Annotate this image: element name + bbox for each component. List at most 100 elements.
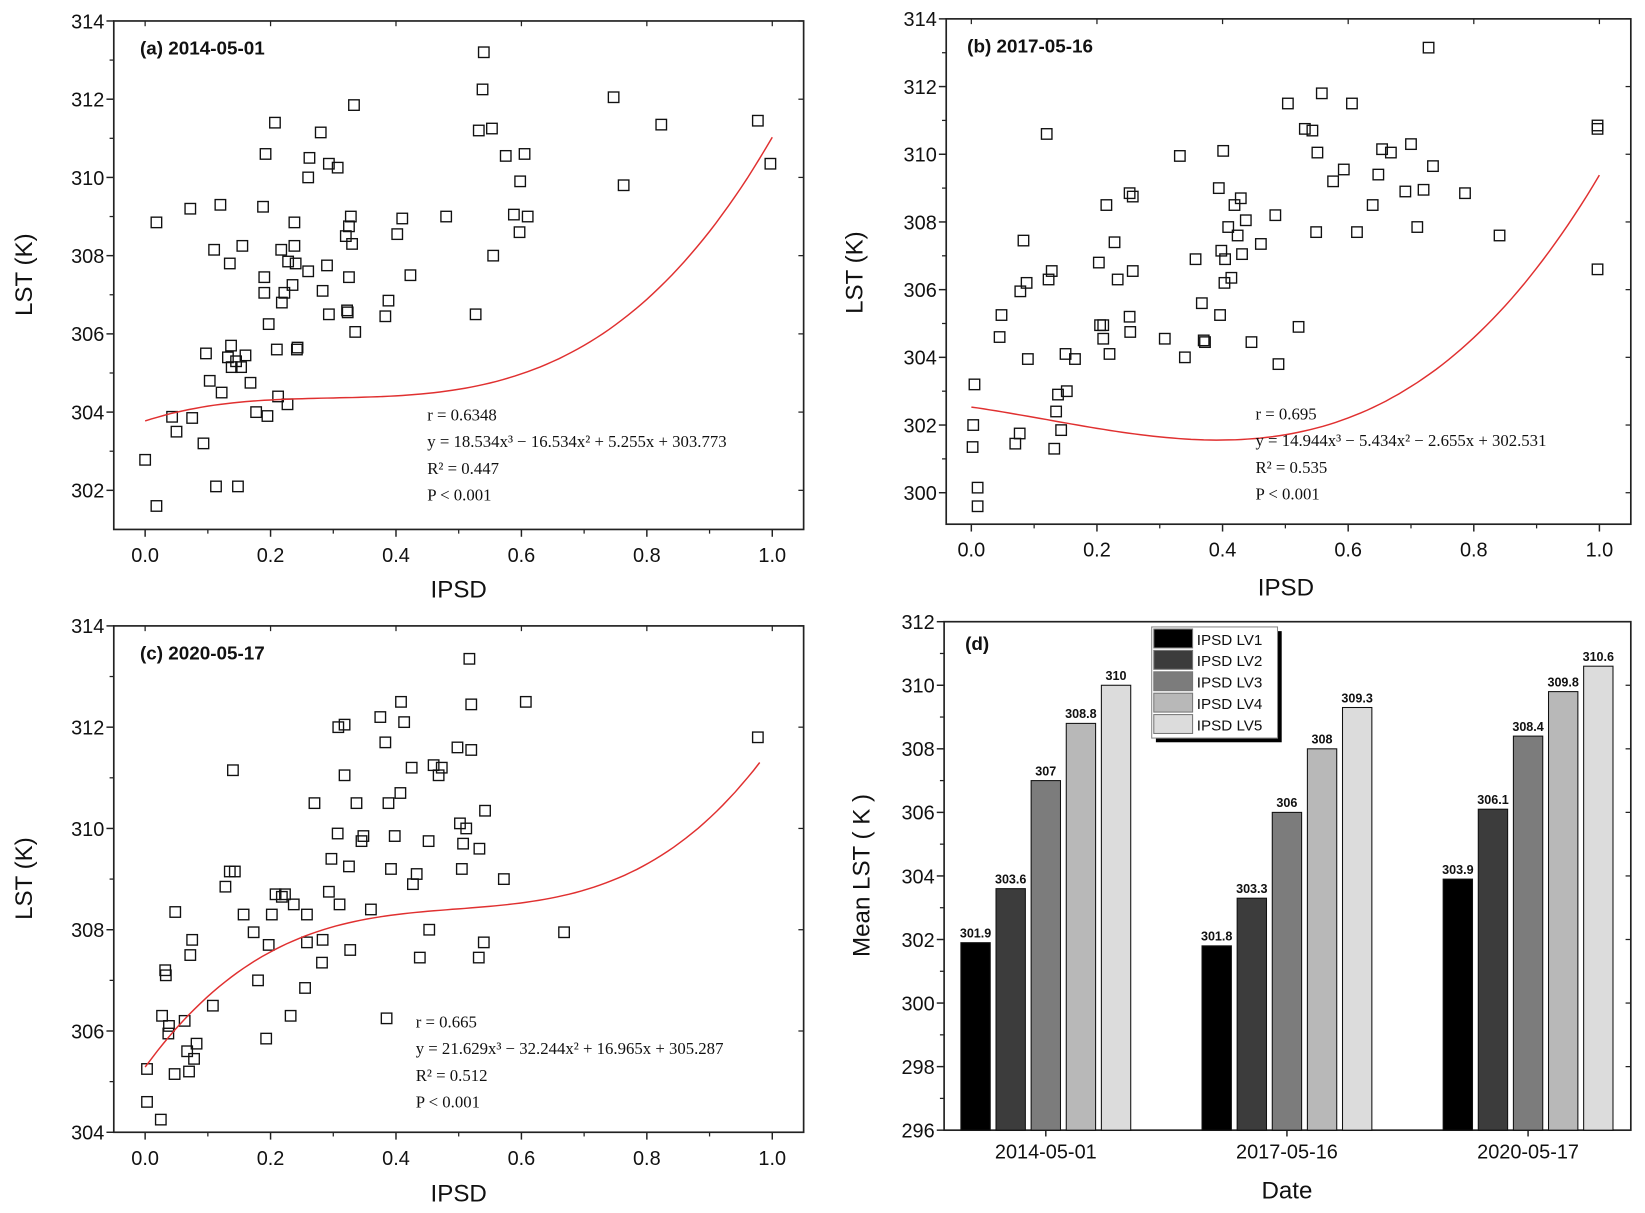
- data-point: [1014, 285, 1027, 298]
- data-point: [258, 271, 271, 284]
- legend-label: IPSD LV5: [1197, 717, 1263, 734]
- data-point: [1199, 336, 1211, 349]
- data-point: [168, 1068, 181, 1080]
- data-point: [1346, 97, 1358, 110]
- data-point: [1124, 326, 1137, 338]
- data-point: [1269, 209, 1282, 222]
- bar: [1236, 897, 1268, 1131]
- data-point: [1591, 122, 1604, 135]
- bar: [1341, 706, 1373, 1131]
- data-point: [1236, 248, 1248, 261]
- y-tick-label: 308: [904, 212, 937, 234]
- y-tick-label: 304: [71, 402, 104, 424]
- bar: [1512, 735, 1544, 1131]
- bar-value-label: 303.6: [995, 872, 1026, 886]
- data-point: [208, 243, 221, 256]
- panel-d: 296 298 300 302 304 306 308 310 312 Mean LST ( K …: [849, 612, 1632, 1204]
- data-point: [257, 200, 269, 213]
- data-point: [203, 374, 216, 387]
- data-point: [1351, 226, 1363, 239]
- data-point: [275, 890, 288, 903]
- data-point: [1239, 214, 1252, 227]
- data-point: [1189, 253, 1202, 266]
- y-tick-label: 312: [71, 90, 104, 112]
- data-point: [286, 279, 299, 291]
- data-point: [1158, 332, 1171, 345]
- data-point: [162, 1027, 175, 1040]
- data-point: [435, 761, 448, 774]
- y-tick-label: 306: [904, 280, 937, 302]
- data-point: [477, 46, 490, 59]
- data-point: [316, 933, 329, 946]
- data-point: [1050, 405, 1063, 418]
- data-point: [299, 982, 311, 994]
- bar-value-label: 308.8: [1065, 707, 1096, 721]
- data-point: [316, 956, 328, 969]
- data-point: [200, 347, 212, 360]
- data-point: [521, 210, 534, 223]
- data-point: [308, 797, 321, 810]
- data-point: [398, 716, 411, 729]
- y-tick-label: 300: [901, 993, 934, 1015]
- y-tick-label: 306: [901, 803, 934, 825]
- data-point: [1254, 238, 1267, 250]
- data-point: [460, 822, 473, 835]
- data-point: [1009, 437, 1022, 450]
- legend-label: IPSD LV3: [1197, 675, 1263, 692]
- data-point: [507, 208, 520, 221]
- data-point: [514, 175, 527, 188]
- data-point: [1591, 119, 1604, 132]
- data-point: [314, 126, 327, 139]
- data-point: [301, 936, 313, 949]
- data-point: [1069, 353, 1081, 365]
- data-point: [262, 938, 275, 951]
- legend-label: IPSD LV2: [1197, 653, 1263, 670]
- data-point: [395, 695, 407, 708]
- data-point: [1123, 187, 1136, 200]
- plot-frame: [112, 20, 805, 531]
- data-point: [181, 1045, 194, 1058]
- panel-c: 304 306 308 310 312 314 LST (K) IPSD (c) 2020-05…: [11, 616, 805, 1207]
- data-point: [1399, 185, 1412, 198]
- bar: [1065, 722, 1097, 1131]
- y-tick-label: 302: [71, 481, 104, 503]
- data-point: [259, 148, 272, 160]
- data-point: [968, 378, 981, 391]
- x-tick-label: 0.8: [633, 1148, 661, 1170]
- data-point: [410, 868, 423, 880]
- data-point: [346, 237, 359, 250]
- data-point: [1217, 144, 1230, 157]
- data-point: [379, 310, 392, 323]
- data-point: [1060, 385, 1073, 398]
- data-point: [364, 903, 377, 916]
- data-point: [1372, 168, 1385, 181]
- data-point: [1272, 358, 1285, 371]
- data-point: [995, 309, 1008, 321]
- y-tick-label: 310: [904, 145, 937, 167]
- data-point: [472, 951, 485, 964]
- legend-swatch: [1153, 671, 1194, 692]
- data-point: [477, 936, 490, 949]
- bar: [1100, 684, 1132, 1131]
- data-point: [184, 202, 197, 215]
- data-point: [1021, 353, 1034, 365]
- x-tick-label: 0.6: [508, 1148, 536, 1170]
- data-point: [343, 271, 355, 284]
- data-point: [423, 923, 436, 936]
- legend-swatch: [1153, 714, 1194, 734]
- data-point: [350, 797, 363, 810]
- data-point: [261, 410, 274, 422]
- data-point: [1092, 256, 1105, 269]
- data-point: [258, 286, 271, 299]
- data-point: [235, 361, 248, 374]
- x-tick-label: 0.4: [382, 1148, 410, 1170]
- legend-swatch: [1153, 628, 1194, 649]
- y-tick-label: 308: [71, 920, 104, 942]
- y-axis-title: Mean LST ( K ): [849, 794, 876, 957]
- data-point: [183, 1065, 195, 1078]
- data-point: [1222, 221, 1235, 233]
- data-point: [214, 198, 227, 211]
- data-point: [1245, 336, 1258, 349]
- data-point: [1126, 190, 1139, 203]
- bar-value-label: 303.3: [1236, 882, 1267, 896]
